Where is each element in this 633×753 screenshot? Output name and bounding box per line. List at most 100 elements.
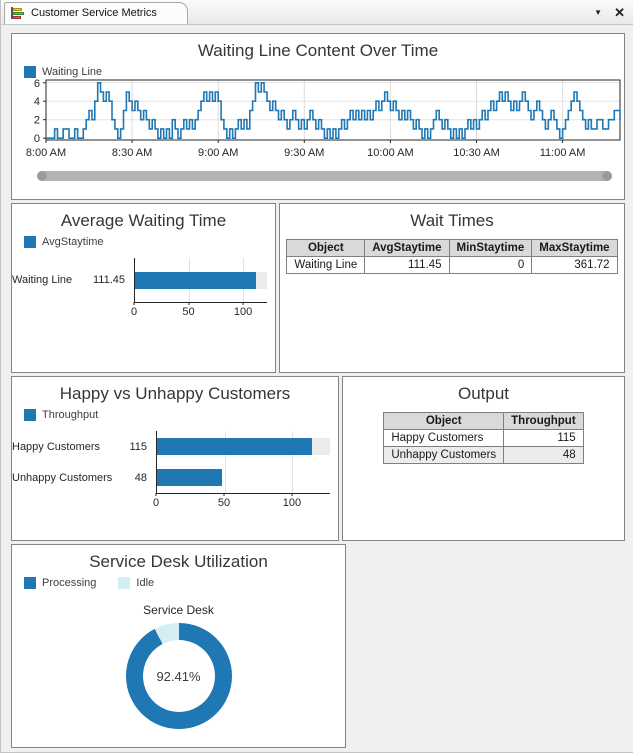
bar-label-row: Unhappy Customers 48	[12, 472, 147, 484]
legend: Processing Idle	[24, 577, 345, 589]
chart-title: Happy vs Unhappy Customers	[59, 384, 291, 403]
column-header: Throughput	[503, 412, 584, 430]
category-label: Unhappy Customers	[12, 471, 113, 484]
table-row: Waiting Line 111.45 0 361.72	[286, 256, 618, 274]
bar-row	[157, 469, 330, 486]
table-cell: 48	[503, 446, 584, 464]
column-header: Object	[286, 239, 366, 257]
legend-swatch	[24, 66, 36, 78]
table-cell: Waiting Line	[286, 256, 366, 274]
bar-row	[135, 271, 267, 289]
chevron-down-icon[interactable]: ▼	[594, 7, 603, 17]
svg-text:6: 6	[34, 78, 40, 90]
column-header: MinStaytime	[448, 239, 533, 257]
tab-title: Customer Service Metrics	[31, 7, 157, 19]
dashboard-icon	[11, 7, 25, 20]
table-cell: 115	[503, 429, 584, 447]
legend-item: Waiting Line	[24, 66, 102, 78]
svg-text:10:30 AM: 10:30 AM	[453, 147, 499, 159]
legend-swatch	[118, 577, 131, 589]
panel-wait-times: Wait Times Object AvgStaytime MinStaytime M…	[279, 203, 625, 373]
tab-customer-service-metrics[interactable]: Customer Service Metrics	[4, 2, 188, 24]
svg-text:10:00 AM: 10:00 AM	[367, 147, 413, 159]
x-tick-label: 50	[217, 497, 231, 509]
column-header: Object	[383, 412, 505, 430]
chart-title: Waiting Line Content Over Time	[197, 41, 439, 60]
tab-bar: Customer Service Metrics ▼ ✕	[1, 0, 633, 25]
column-header: AvgStaytime	[364, 239, 450, 257]
panel-waiting-line-content: Waiting Line Content Over Time Waiting L…	[11, 33, 625, 200]
panel-service-desk-utilization: Service Desk Utilization Processing Idle…	[11, 544, 346, 748]
table-cell: Unhappy Customers	[383, 446, 505, 464]
close-icon[interactable]: ✕	[614, 4, 625, 20]
legend: AvgStaytime	[24, 236, 275, 248]
utilization-donut: 92.41%	[125, 623, 232, 729]
panel-average-waiting-time: Average Waiting Time AvgStaytime Waiting…	[11, 203, 276, 373]
x-axis-ticks: 0 50 100	[130, 302, 267, 319]
donut-hole: 92.41%	[142, 640, 215, 712]
x-tick-label: 100	[282, 497, 302, 509]
value-label: 48	[134, 471, 147, 484]
table-cell: 361.72	[531, 256, 618, 274]
legend-item: Idle	[118, 577, 154, 589]
wait-times-table: Object AvgStaytime MinStaytime MaxStaytime W…	[286, 239, 618, 274]
category-label: Happy Customers	[12, 440, 101, 453]
bar-row	[157, 438, 330, 455]
table-cell: Happy Customers	[383, 429, 505, 447]
svg-text:0: 0	[34, 133, 40, 145]
value-label: 115	[129, 440, 147, 453]
bar-plot-area	[156, 431, 330, 494]
bar-category-labels: Waiting Line 111.45	[12, 258, 134, 302]
table-row: Happy Customers 115	[383, 429, 584, 447]
gridline	[292, 431, 294, 493]
throughput-bar-chart: Happy Customers 115 Unhappy Customers 48 0 50…	[12, 431, 338, 510]
dashboard-canvas: Waiting Line Content Over Time Waiting L…	[1, 25, 633, 748]
x-tick-label: 50	[182, 306, 195, 318]
x-tick-label: 0	[130, 306, 138, 318]
bar	[157, 469, 222, 486]
svg-text:8:30 AM: 8:30 AM	[112, 147, 152, 159]
value-label: 111.45	[92, 274, 125, 286]
donut-subtitle: Service Desk	[143, 603, 214, 617]
table-row: Unhappy Customers 48	[383, 446, 584, 464]
bar-plot-area	[134, 258, 267, 303]
output-table: Object Throughput Happy Customers 115 Unhapp…	[383, 412, 584, 464]
panel-output: Output Object Throughput Happy Customers 11…	[342, 376, 625, 541]
legend-item: AvgStaytime	[24, 236, 104, 248]
svg-text:9:30 AM: 9:30 AM	[284, 147, 324, 159]
donut-chart: Service Desk 92.41%	[12, 603, 345, 729]
bar-category-labels: Happy Customers 115 Unhappy Customers 48	[12, 431, 156, 493]
table-cell: 111.45	[364, 256, 450, 274]
legend: Waiting Line	[24, 66, 624, 78]
x-tick-label: 100	[233, 306, 253, 318]
table-cell: 0	[448, 256, 533, 274]
waiting-line-series	[46, 82, 621, 139]
gridline	[224, 431, 226, 493]
legend-item: Processing	[24, 577, 96, 589]
time-scrollbar[interactable]	[37, 171, 612, 181]
bar	[157, 438, 313, 455]
avg-waiting-bar-chart: Waiting Line 111.45 0 50 100	[12, 258, 275, 319]
bar-label-row: Happy Customers 115	[12, 441, 147, 453]
category-label: Waiting Line	[12, 274, 73, 286]
step-chart: 0 2 4 6 8:00 AM 8:30 AM 9:00 AM 9:30 AM 10:00 AM…	[26, 78, 621, 159]
bar-label-row: Waiting Line 111.45	[12, 274, 125, 286]
chart-title: Service Desk Utilization	[89, 552, 268, 571]
legend-item: Throughput	[24, 409, 98, 421]
svg-text:2: 2	[34, 115, 40, 127]
chart-title: Average Waiting Time	[60, 211, 227, 230]
svg-text:9:00 AM: 9:00 AM	[198, 147, 238, 159]
x-tick-label: 0	[152, 497, 160, 509]
x-axis-ticks: 0 50 100	[152, 493, 330, 510]
svg-text:8:00 AM: 8:00 AM	[26, 147, 66, 159]
svg-text:11:00 AM: 11:00 AM	[540, 147, 586, 159]
legend: Throughput	[24, 409, 338, 421]
table-title: Wait Times	[410, 211, 494, 230]
utilization-value: 92.41%	[156, 668, 201, 684]
legend-swatch	[24, 409, 36, 421]
svg-text:4: 4	[34, 96, 40, 108]
column-header: MaxStaytime	[531, 239, 618, 257]
legend-swatch	[24, 236, 36, 248]
bar	[135, 271, 256, 289]
legend-swatch	[24, 577, 36, 589]
